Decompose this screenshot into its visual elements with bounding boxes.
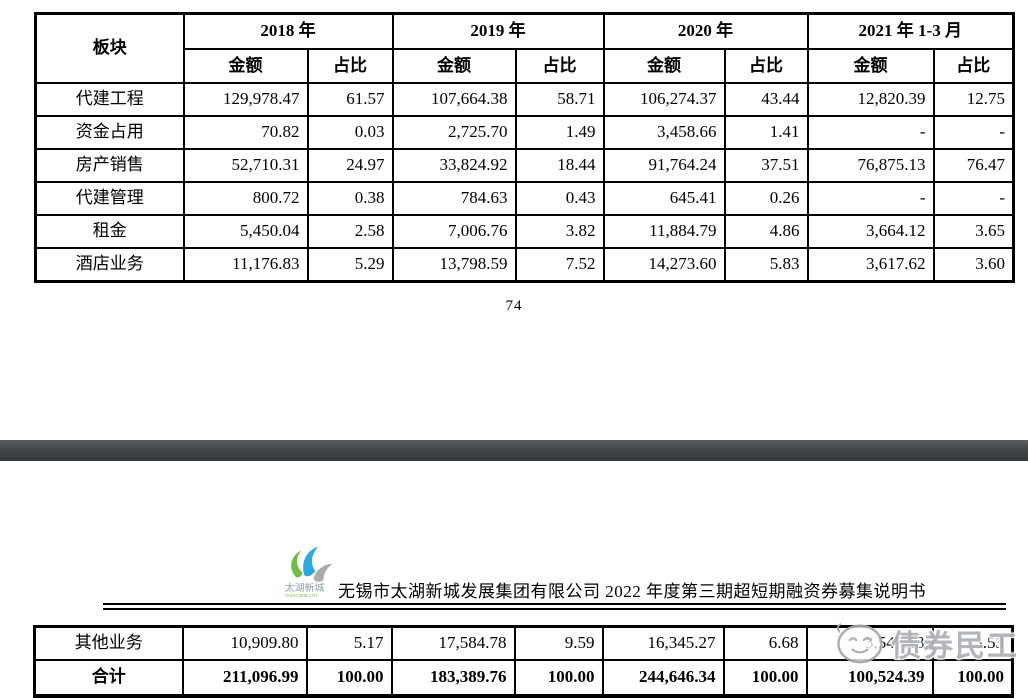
row-label: 合计 <box>33 659 184 697</box>
table-row: 其他业务 10,909.80 5.17 17,584.78 9.59 16,34… <box>33 625 1014 661</box>
logo-leaf-blue <box>303 546 319 577</box>
row-label: 代建工程 <box>34 82 185 117</box>
logo-leaf-gray <box>313 563 333 582</box>
taihu-new-city-logo: 太湖新城 TAIHU NEW CITY <box>282 545 338 599</box>
amount-header: 金额 <box>391 48 517 84</box>
table-row: 房产销售 52,710.31 24.97 33,824.92 18.44 91,… <box>34 148 1015 183</box>
page-number: 74 <box>505 298 523 314</box>
sub-header-row: 金额 占比 金额 占比 金额 占比 金额 占比 <box>36 48 1015 84</box>
corner-header: 板块 <box>34 12 185 84</box>
table-row: 代建管理 800.72 0.38 784.63 0.43 645.41 0.26… <box>34 181 1015 216</box>
table-row: 酒店业务 11,176.83 5.29 13,798.59 7.52 14,27… <box>34 247 1015 283</box>
ratio-header: 占比 <box>514 48 605 84</box>
year-header-2021q1: 2021 年 1-3 月 <box>806 12 1015 50</box>
table-row: 租金 5,450.04 2.58 7,006.76 3.82 11,884.79… <box>34 214 1015 249</box>
ratio-header: 占比 <box>306 48 394 84</box>
amount-header: 金额 <box>806 48 935 84</box>
ratio-header: 占比 <box>932 48 1015 84</box>
year-header-row: 板块 2018 年 2019 年 2020 年 2021 年 1-3 月 <box>34 12 1015 84</box>
ratio-header: 占比 <box>723 48 809 84</box>
year-header-2019: 2019 年 <box>391 12 605 50</box>
amount-header: 金额 <box>182 48 309 84</box>
header-double-rule <box>103 603 1006 610</box>
year-header-2020: 2020 年 <box>602 12 809 50</box>
table-total-row: 合计 211,096.99 100.00 183,389.76 100.00 2… <box>33 659 1014 697</box>
table-row: 代建工程 129,978.47 61.57 107,664.38 58.71 1… <box>34 82 1015 117</box>
amount-header: 金额 <box>602 48 726 84</box>
logo-name-cn: 太湖新城 <box>285 581 325 594</box>
row-label: 其他业务 <box>33 625 184 661</box>
table-row: 资金占用 70.82 0.03 2,725.70 1.49 3,458.66 1… <box>34 115 1015 150</box>
page-separator-bar <box>0 440 1028 461</box>
row-label: 房产销售 <box>34 148 185 183</box>
document-header-title: 无锡市太湖新城发展集团有限公司 2022 年度第三期超短期融资券募集说明书 <box>338 582 926 601</box>
row-label: 酒店业务 <box>34 247 185 283</box>
logo-leaf-green <box>291 550 303 578</box>
row-label: 租金 <box>34 214 185 249</box>
segment-revenue-table-top: 板块 2018 年 2019 年 2020 年 2021 年 1-3 月 金额 … <box>34 12 1015 283</box>
segment-revenue-table-bottom: 其他业务 10,909.80 5.17 17,584.78 9.59 16,34… <box>33 625 1014 698</box>
logo-name-en: TAIHU NEW CITY <box>285 593 319 598</box>
row-label: 代建管理 <box>34 181 185 216</box>
year-header-2018: 2018 年 <box>182 12 394 50</box>
row-label: 资金占用 <box>34 115 185 150</box>
